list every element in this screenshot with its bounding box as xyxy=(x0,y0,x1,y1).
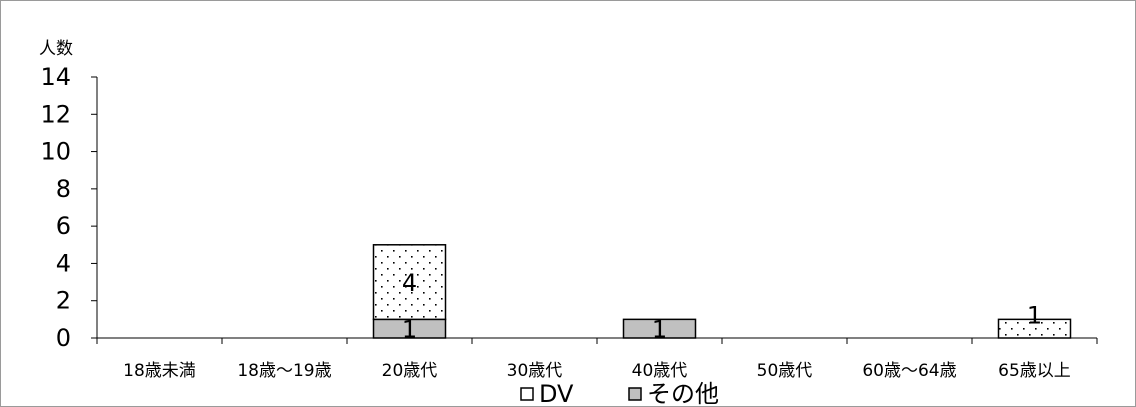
x-axis: 18歳未満 18歳～19歳 20歳代 30歳代 40歳代 50歳代 60歳～64歳 65歳以上 xyxy=(96,337,1098,381)
bars: 1 1 4 1 xyxy=(372,244,1072,344)
bar-other xyxy=(622,318,697,339)
legend: DV その他 xyxy=(520,380,719,406)
data-label: 1 xyxy=(1027,301,1042,329)
x-tick-label: 50歳代 xyxy=(757,361,813,381)
x-tick-label: 18歳未満 xyxy=(123,361,196,381)
y-axis: 0 2 4 6 8 10 12 14 xyxy=(40,63,98,352)
y-tick-label: 4 xyxy=(56,249,71,277)
x-tick-label: 40歳代 xyxy=(632,361,688,381)
data-label: 1 xyxy=(652,316,667,344)
y-tick-label: 6 xyxy=(56,212,71,240)
legend-swatch-dv xyxy=(520,387,534,401)
bar-dv xyxy=(997,318,1072,339)
x-tick-label: 20歳代 xyxy=(382,361,438,381)
legend-label-other: その他 xyxy=(647,380,719,406)
x-tick-label: 65歳以上 xyxy=(998,361,1071,381)
y-tick-label: 12 xyxy=(40,100,71,128)
y-tick-label: 2 xyxy=(56,287,71,315)
data-label: 4 xyxy=(402,269,417,297)
legend-swatch-other xyxy=(628,387,642,401)
data-label: 1 xyxy=(402,316,417,344)
y-tick-label: 8 xyxy=(56,175,71,203)
bar-dv xyxy=(372,244,447,321)
y-axis-label: 人数 xyxy=(39,39,73,59)
legend-label-dv: DV xyxy=(539,380,574,406)
y-tick-label: 0 xyxy=(56,324,71,352)
x-tick-label: 60歳～64歳 xyxy=(862,361,956,381)
y-tick-label: 10 xyxy=(40,138,71,166)
x-tick-label: 30歳代 xyxy=(507,361,563,381)
x-tick-label: 18歳～19歳 xyxy=(237,361,331,381)
y-tick-label: 14 xyxy=(40,63,71,91)
